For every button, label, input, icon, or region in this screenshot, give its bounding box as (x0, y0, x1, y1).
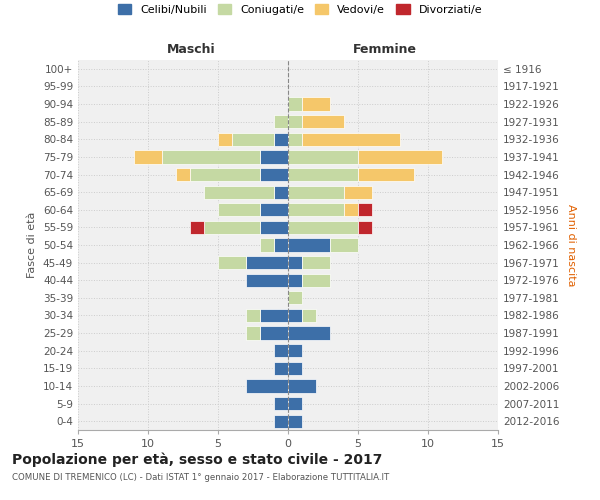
Bar (274, 115, 288, 128)
Bar (302, 115, 344, 128)
Bar (274, 238, 288, 252)
Bar (274, 132, 288, 146)
Bar (288, 326, 330, 340)
Bar (302, 274, 330, 287)
Bar (344, 203, 358, 216)
Bar (288, 274, 302, 287)
Bar (358, 150, 442, 164)
Bar (246, 309, 260, 322)
Bar (260, 238, 274, 252)
Bar (288, 203, 344, 216)
Bar (190, 221, 204, 234)
Bar (218, 132, 232, 146)
Bar (302, 256, 330, 269)
Bar (246, 380, 288, 392)
Bar (288, 414, 302, 428)
Bar (288, 380, 316, 392)
Bar (190, 168, 260, 181)
Text: Popolazione per età, sesso e stato civile - 2017: Popolazione per età, sesso e stato civil… (12, 452, 382, 467)
Legend: Celibi/Nubili, Coniugati/e, Vedovi/e, Divorziati/e: Celibi/Nubili, Coniugati/e, Vedovi/e, Di… (113, 0, 487, 20)
Bar (274, 397, 288, 410)
Bar (260, 203, 288, 216)
Bar (330, 238, 358, 252)
Bar (260, 221, 288, 234)
Bar (288, 168, 358, 181)
Bar (162, 150, 260, 164)
Bar (218, 256, 246, 269)
Bar (358, 203, 372, 216)
Bar (274, 362, 288, 375)
Bar (260, 326, 288, 340)
Bar (344, 186, 372, 198)
Bar (204, 186, 274, 198)
Bar (232, 132, 274, 146)
Bar (288, 291, 302, 304)
Y-axis label: Fasce di età: Fasce di età (28, 212, 37, 278)
Bar (288, 150, 358, 164)
Bar (274, 414, 288, 428)
Bar (260, 168, 288, 181)
Bar (288, 256, 302, 269)
Bar (246, 274, 288, 287)
Bar (288, 132, 302, 146)
Bar (204, 221, 260, 234)
Text: Maschi: Maschi (167, 44, 216, 57)
Bar (246, 326, 260, 340)
Bar (288, 344, 302, 358)
Bar (176, 168, 190, 181)
Bar (288, 186, 344, 198)
Bar (246, 256, 288, 269)
Bar (358, 168, 414, 181)
Bar (358, 221, 372, 234)
Bar (288, 115, 302, 128)
Bar (302, 132, 400, 146)
Text: COMUNE DI TREMENICO (LC) - Dati ISTAT 1° gennaio 2017 - Elaborazione TUTTITALIA.: COMUNE DI TREMENICO (LC) - Dati ISTAT 1°… (12, 472, 389, 482)
Bar (260, 309, 288, 322)
Bar (274, 186, 288, 198)
Bar (134, 150, 162, 164)
Text: Femmine: Femmine (353, 44, 416, 57)
Bar (218, 203, 260, 216)
Bar (288, 397, 302, 410)
Y-axis label: Anni di nascita: Anni di nascita (566, 204, 576, 286)
Bar (302, 98, 330, 110)
Bar (260, 150, 288, 164)
Bar (288, 98, 302, 110)
Bar (288, 238, 330, 252)
Bar (302, 309, 316, 322)
Bar (288, 362, 302, 375)
Bar (288, 309, 302, 322)
Bar (274, 344, 288, 358)
Bar (288, 221, 358, 234)
